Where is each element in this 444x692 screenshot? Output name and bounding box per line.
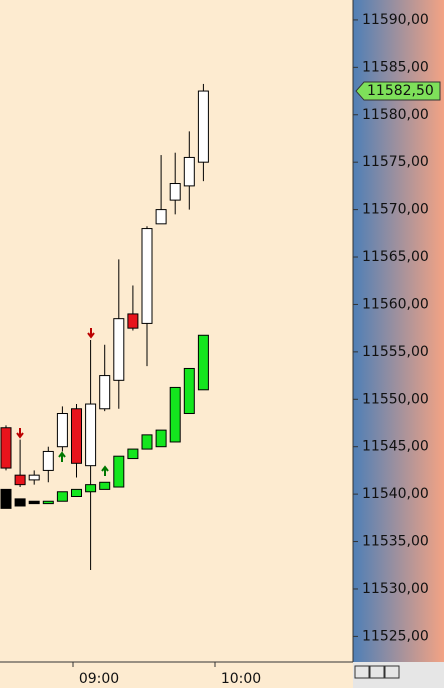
y-tick-label: 11585,00 [362, 59, 429, 75]
candle-body [183, 367, 195, 415]
y-tick-label: 11555,00 [362, 344, 429, 360]
buy-arrow [101, 465, 109, 476]
candle-body [28, 500, 40, 505]
y-tick-label: 11530,00 [362, 581, 429, 597]
y-tick-label: 11590,00 [362, 12, 429, 28]
candle-body [0, 427, 12, 469]
candle-body [42, 450, 54, 471]
candle-body [155, 429, 167, 448]
candle-body [85, 484, 97, 493]
candle-body [113, 318, 125, 381]
y-tick-label: 11565,00 [362, 249, 429, 265]
zoom-button[interactable] [354, 665, 370, 679]
candle-body [113, 455, 125, 488]
candle-body [155, 209, 167, 225]
scroll-button[interactable] [369, 665, 385, 679]
y-tick-label: 11550,00 [362, 391, 429, 407]
x-axis-panel [0, 662, 353, 688]
sell-arrow [16, 428, 24, 439]
x-tick-label: 09:00 [79, 671, 119, 687]
candle-body [169, 386, 181, 443]
y-tick-label: 11525,00 [362, 628, 429, 644]
candle-body [42, 500, 54, 505]
candle-body [14, 474, 26, 486]
y-tick-label: 11570,00 [362, 202, 429, 218]
candle-body [197, 334, 209, 391]
candle-body [71, 408, 82, 464]
candle-body [0, 488, 12, 509]
candle-body [127, 448, 139, 460]
scale-button[interactable] [384, 665, 400, 679]
candle-body [56, 491, 68, 502]
candle-body [85, 403, 97, 467]
candle-body [99, 481, 111, 490]
sell-arrow [87, 328, 95, 339]
x-tick-label: 10:00 [221, 671, 261, 687]
candle-body [56, 413, 68, 448]
y-tick-label: 11540,00 [362, 486, 429, 502]
last-price-label: 11582,50 [367, 83, 434, 99]
candle-body [127, 313, 139, 329]
candle-body [71, 488, 82, 497]
y-axis-panel [353, 0, 444, 662]
y-tick-label: 11545,00 [362, 439, 429, 455]
candle-body [141, 228, 153, 324]
signal-arrows [16, 328, 109, 476]
buy-arrow [58, 451, 66, 462]
y-tick-label: 11535,00 [362, 534, 429, 550]
candle-body [28, 474, 40, 481]
toolbar-buttons[interactable] [354, 665, 400, 679]
y-tick-label: 11560,00 [362, 296, 429, 312]
y-tick-label: 11580,00 [362, 107, 429, 123]
candle-body [99, 375, 111, 410]
last-price-marker [355, 81, 441, 101]
candle-body [169, 183, 181, 201]
y-tick-label: 11575,00 [362, 154, 429, 170]
candle-body [197, 90, 209, 163]
candle-body [141, 434, 153, 450]
plot-area [0, 0, 353, 662]
candle-body [14, 498, 26, 507]
candle-body [183, 156, 195, 187]
